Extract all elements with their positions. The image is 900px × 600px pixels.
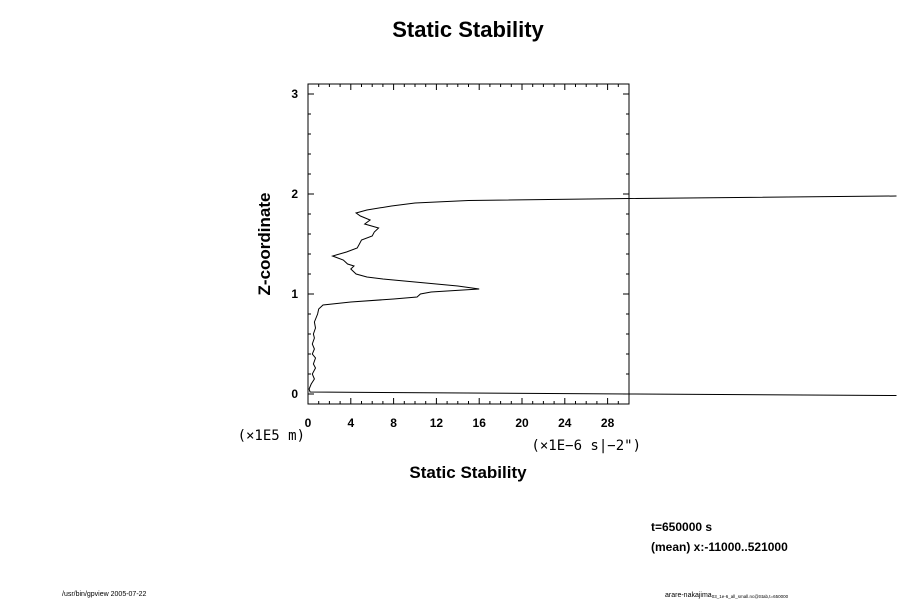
x-axis-tick-labels: 0 4 8 12 16 20 24 28 xyxy=(305,416,615,430)
y-tick-label: 0 xyxy=(291,387,298,401)
x-axis-ticks xyxy=(307,84,630,404)
mean-info: (mean) x:-11000..521000 xyxy=(651,540,788,554)
y-tick-label: 2 xyxy=(291,187,298,201)
x-tick-label: 28 xyxy=(601,416,615,430)
y-axis-label: Z-coordinate xyxy=(255,193,274,296)
y-axis-units: (×1E5 m) xyxy=(238,428,305,444)
x-tick-label: 8 xyxy=(390,416,397,430)
x-tick-label: 20 xyxy=(515,416,529,430)
series-line xyxy=(308,195,897,396)
x-tick-label: 4 xyxy=(347,416,354,430)
chart-title: Static Stability xyxy=(392,17,544,42)
x-axis-units: (×1E−6 s|−2") xyxy=(531,438,641,454)
footer-right: arare-nakajima03_1e-6_all_small.nc@Stab,… xyxy=(665,592,789,599)
x-tick-label: 16 xyxy=(473,416,487,430)
time-info: t=650000 s xyxy=(651,520,712,534)
x-tick-label: 0 xyxy=(305,416,312,430)
y-tick-label: 3 xyxy=(291,87,298,101)
footer-right-main: arare-nakajima xyxy=(665,592,712,599)
footer-right-sub: 03_1e-6_all_small.nc@Stab,t=650000 xyxy=(712,594,789,599)
x-tick-label: 12 xyxy=(430,416,444,430)
y-tick-label: 1 xyxy=(291,287,298,301)
y-axis-ticks xyxy=(308,93,629,395)
y-axis-tick-labels: 0 1 2 3 xyxy=(291,87,298,401)
plot-frame xyxy=(307,83,630,405)
footer-left: /usr/bin/gpview 2005-07-22 xyxy=(62,591,147,598)
x-axis-label: Static Stability xyxy=(409,463,527,482)
x-tick-label: 24 xyxy=(558,416,572,430)
